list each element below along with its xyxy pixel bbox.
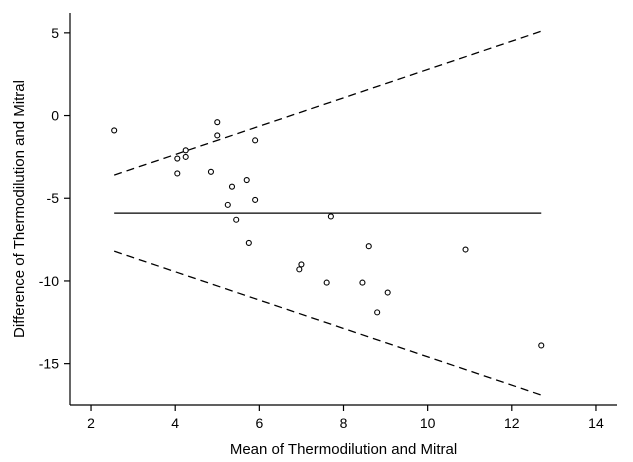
data-point bbox=[111, 127, 118, 134]
x-axis-title: Mean of Thermodilution and Mitral bbox=[230, 441, 457, 458]
data-point bbox=[538, 342, 545, 349]
y-tick-label: -15 bbox=[39, 356, 59, 372]
upper-limit-line bbox=[113, 30, 542, 176]
reference-lines bbox=[113, 30, 542, 396]
data-point bbox=[359, 279, 366, 286]
data-point bbox=[214, 119, 221, 126]
data-point bbox=[207, 168, 215, 175]
x-tick-label: 10 bbox=[420, 415, 436, 431]
y-axis-title: Difference of Thermodilution and Mitral bbox=[11, 80, 28, 338]
data-point bbox=[233, 216, 240, 223]
data-point bbox=[182, 153, 189, 160]
data-point bbox=[298, 261, 305, 268]
data-points bbox=[111, 119, 545, 349]
x-tick-label: 4 bbox=[171, 415, 179, 431]
x-tick-label: 6 bbox=[255, 415, 263, 431]
data-point bbox=[182, 147, 189, 154]
y-tick-label: 5 bbox=[51, 25, 59, 41]
data-point bbox=[327, 213, 334, 220]
x-tick-label: 8 bbox=[340, 415, 348, 431]
data-point bbox=[228, 183, 236, 190]
y-tick-label: -5 bbox=[47, 190, 60, 206]
data-point bbox=[296, 266, 303, 273]
y-tick-label: -10 bbox=[39, 273, 59, 289]
data-point bbox=[365, 243, 372, 250]
data-point bbox=[384, 289, 391, 296]
data-point bbox=[374, 309, 381, 316]
x-tick-label: 2 bbox=[87, 415, 95, 431]
data-point bbox=[462, 246, 469, 253]
data-point bbox=[252, 196, 259, 203]
lower-limit-line bbox=[113, 250, 542, 396]
data-point bbox=[323, 279, 330, 286]
x-tick-label: 14 bbox=[588, 415, 604, 431]
x-tick-label: 12 bbox=[504, 415, 520, 431]
data-point bbox=[224, 201, 231, 208]
data-point bbox=[243, 177, 250, 184]
axes: 2 4 6 8 10 12 14 5 0 -5 -10 -15 bbox=[39, 13, 617, 431]
data-point bbox=[214, 132, 221, 139]
data-point bbox=[245, 239, 252, 246]
data-point bbox=[252, 137, 259, 144]
y-tick-label: 0 bbox=[51, 108, 59, 124]
data-point bbox=[174, 170, 181, 177]
data-point bbox=[174, 155, 181, 162]
